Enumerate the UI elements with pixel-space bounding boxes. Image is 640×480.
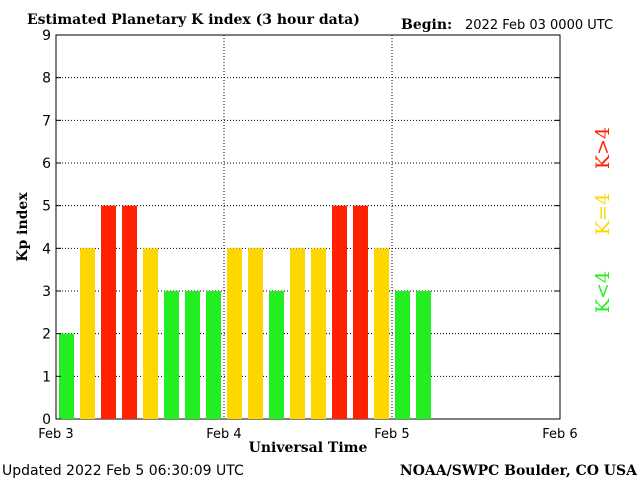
source-credit: NOAA/SWPC Boulder, CO USA: [400, 463, 638, 479]
kp-bar: [395, 291, 410, 419]
y-tick-label: 3: [42, 284, 51, 300]
kp-bar: [374, 248, 389, 419]
y-tick-label: 2: [42, 327, 51, 343]
kp-bar: [416, 291, 431, 419]
kp-bar: [122, 205, 137, 419]
kp-bar: [227, 248, 242, 419]
kp-bar: [80, 248, 95, 419]
x-tick-label: Feb 6: [542, 427, 577, 442]
x-axis-label: Universal Time: [249, 440, 368, 456]
kp-bar: [290, 248, 305, 419]
kp-bar: [248, 248, 263, 419]
x-tick-label: Feb 5: [374, 427, 409, 442]
kp-bar: [206, 291, 221, 419]
chart-title: Estimated Planetary K index (3 hour data…: [27, 12, 360, 28]
begin-label: Begin:: [401, 17, 452, 33]
y-tick-label: 5: [42, 199, 51, 215]
plot-frame: [55, 34, 561, 420]
kp-bar: [353, 205, 368, 419]
kp-bar: [143, 248, 158, 419]
kp-bar: [59, 333, 74, 419]
begin-value: 2022 Feb 03 0000 UTC: [465, 18, 613, 33]
kp-bar: [332, 205, 347, 419]
legend-mid: K=4: [592, 193, 614, 235]
y-tick-label: 0: [42, 412, 51, 428]
y-tick-label: 9: [42, 28, 51, 44]
y-tick-label: 6: [42, 156, 51, 172]
y-tick-label: 1: [42, 369, 51, 385]
kp-bar: [269, 291, 284, 419]
y-tick-label: 8: [42, 71, 51, 87]
x-tick-label: Feb 3: [38, 427, 73, 442]
y-tick-label: 7: [42, 113, 51, 129]
y-tick-label: 4: [42, 241, 51, 257]
bars: [59, 205, 431, 419]
x-tick-label: Feb 4: [206, 427, 241, 442]
kp-bar: [185, 291, 200, 419]
x-axis-ticks: Feb 3 Feb 4 Feb 5 Feb 6: [38, 427, 577, 442]
kp-bar: [164, 291, 179, 419]
legend-high: K>4: [592, 127, 614, 169]
kp-bar: [101, 205, 116, 419]
kp-bar: [311, 248, 326, 419]
grid-lines: [56, 35, 560, 419]
updated-timestamp: Updated 2022 Feb 5 06:30:09 UTC: [2, 463, 244, 479]
y-axis-ticks: 0 1 2 3 4 5 6 7 8 9: [42, 28, 560, 428]
y-axis-label: Kp index: [15, 192, 31, 262]
legend-low: K<4: [592, 271, 614, 313]
